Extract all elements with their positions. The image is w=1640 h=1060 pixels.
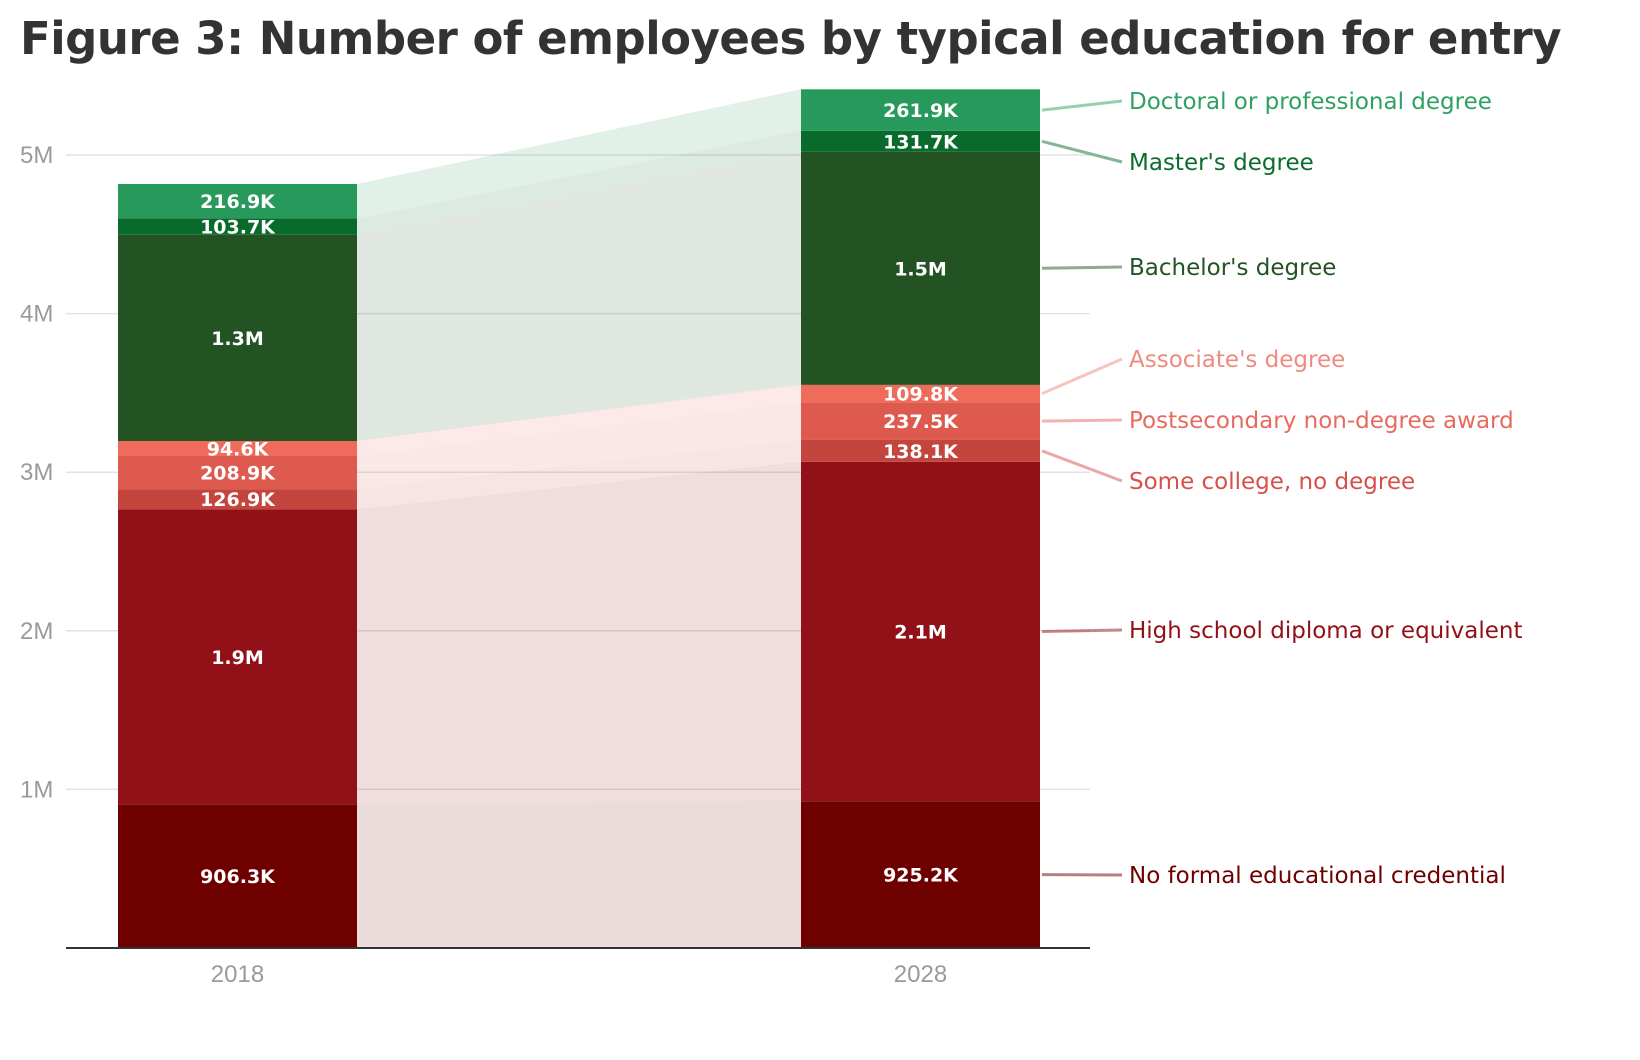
- legend-label: Bachelor's degree: [1129, 255, 1336, 281]
- segment-value-label: 126.9K: [200, 489, 276, 511]
- legend-label: Postsecondary non-degree award: [1129, 408, 1514, 434]
- flow-ribbons: [357, 89, 801, 948]
- legend-leader-line: [1041, 418, 1123, 423]
- axes: 1M 2M 3M 4M 5M 2018 2028: [20, 142, 1090, 988]
- segment-value-label: 94.6K: [207, 439, 270, 461]
- legend-leader-line: [1041, 449, 1123, 483]
- bar-segment[interactable]: [801, 151, 1040, 385]
- bar-segment[interactable]: [801, 384, 1040, 403]
- bar-segment[interactable]: [801, 130, 1040, 152]
- segment-value-label: 216.9K: [200, 191, 276, 213]
- legend-label: Some college, no degree: [1129, 469, 1415, 495]
- legend-label: Associate's degree: [1129, 347, 1345, 373]
- x-tick-label: 2018: [211, 961, 264, 988]
- ribbon-2: [357, 439, 801, 510]
- ribbon-4: [357, 384, 801, 457]
- legend-label: Doctoral or professional degree: [1129, 89, 1492, 115]
- segment-value-label: 925.2K: [883, 865, 959, 887]
- legend-leader-line: [1041, 357, 1123, 395]
- ribbon-0: [357, 801, 801, 948]
- segment-value-label: 109.8K: [883, 384, 959, 406]
- segment-value-label: 208.9K: [200, 463, 276, 485]
- bar-segment[interactable]: [118, 183, 357, 219]
- segment-value-label: 103.7K: [200, 217, 276, 239]
- ribbon-6: [357, 130, 801, 235]
- segment-value-label: 1.9M: [211, 647, 264, 669]
- segment-value-label: 2.1M: [894, 622, 947, 644]
- segment-value-label: 1.3M: [211, 328, 264, 350]
- bar-segment[interactable]: [118, 456, 357, 490]
- y-tick-label: 5M: [20, 142, 53, 169]
- segment-value-labels: 906.3K 925.2K 1.9M 2.1M 126.9K 138.1K 208.9K 23…: [200, 100, 959, 888]
- bar-segment[interactable]: [801, 402, 1040, 440]
- bar-segment[interactable]: [118, 509, 357, 805]
- segment-value-label: 237.5K: [883, 411, 959, 433]
- segment-value-label: 1.5M: [894, 258, 947, 280]
- legend-label: High school diploma or equivalent: [1129, 618, 1522, 644]
- bar-segment[interactable]: [801, 461, 1040, 802]
- ribbon-5: [357, 151, 801, 442]
- series-legend: No formal educational credential High sch…: [1041, 89, 1522, 889]
- chart-title: Figure 3: Number of employees by typical…: [20, 12, 1562, 65]
- bar-segment[interactable]: [118, 804, 357, 948]
- bar-segment[interactable]: [118, 218, 357, 235]
- legend-label: No formal educational credential: [1129, 863, 1506, 889]
- ribbon-3: [357, 402, 801, 490]
- bar-segment[interactable]: [118, 234, 357, 442]
- segment-value-label: 131.7K: [883, 131, 959, 153]
- ribbon-1: [357, 461, 801, 805]
- legend-label: Master's degree: [1129, 150, 1314, 176]
- bar-segment[interactable]: [801, 801, 1040, 948]
- bar-segment[interactable]: [118, 441, 357, 457]
- bar-segments: [118, 89, 1040, 948]
- bar-segment[interactable]: [801, 439, 1040, 462]
- legend-leader-line: [1041, 628, 1123, 634]
- segment-value-label: 261.9K: [883, 100, 959, 122]
- bar-segment[interactable]: [118, 489, 357, 510]
- ribbon-7: [357, 89, 801, 219]
- y-tick-label: 4M: [20, 301, 53, 328]
- segment-value-label: 906.3K: [200, 866, 276, 888]
- legend-leader-line: [1041, 265, 1123, 270]
- segment-value-label: 138.1K: [883, 441, 959, 463]
- bar-segment[interactable]: [801, 89, 1040, 131]
- y-tick-label: 3M: [20, 459, 53, 486]
- y-tick-label: 2M: [20, 618, 53, 645]
- legend-leader-line: [1041, 139, 1123, 164]
- legend-leader-line: [1041, 99, 1123, 112]
- x-tick-label: 2028: [894, 961, 947, 988]
- y-tick-label: 1M: [20, 776, 53, 803]
